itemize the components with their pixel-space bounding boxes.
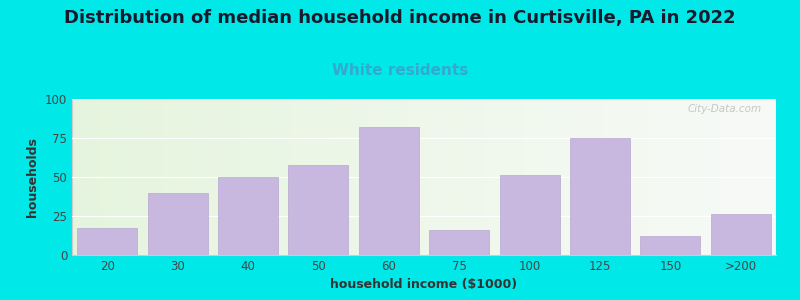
Bar [289,164,348,255]
X-axis label: household income ($1000): household income ($1000) [330,278,518,291]
Y-axis label: households: households [26,137,39,217]
Text: Distribution of median household income in Curtisville, PA in 2022: Distribution of median household income … [64,9,736,27]
Text: City-Data.com: City-Data.com [688,104,762,114]
Bar [78,229,137,255]
Bar [641,236,700,255]
Bar [430,230,489,255]
Bar [218,177,278,255]
Bar [570,138,630,255]
Text: White residents: White residents [332,63,468,78]
Bar [500,176,559,255]
Bar [148,193,207,255]
Bar [711,214,770,255]
Bar [359,127,418,255]
